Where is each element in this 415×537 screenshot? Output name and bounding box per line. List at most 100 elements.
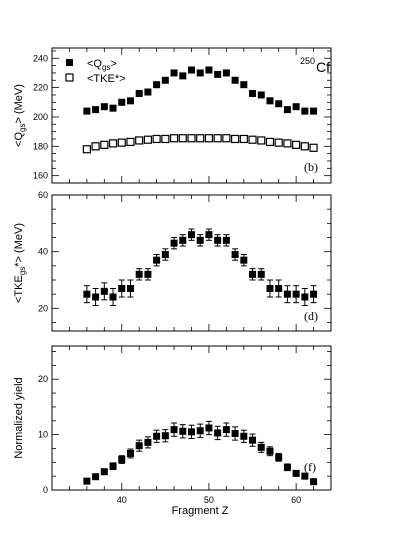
data-point bbox=[249, 270, 257, 278]
y-axis-title: <Qgs> (MeV) bbox=[13, 84, 27, 147]
data-point bbox=[266, 97, 274, 105]
data-point bbox=[283, 463, 291, 471]
nucleus-mass: 250 bbox=[300, 56, 315, 66]
data-point bbox=[275, 453, 283, 461]
data-point bbox=[169, 134, 179, 143]
series-0 bbox=[83, 66, 318, 115]
legend-label: <TKE*> bbox=[87, 73, 126, 85]
y-axis-title-sub: gs bbox=[18, 267, 27, 275]
series-0 bbox=[83, 420, 318, 486]
y-tick-label: 200 bbox=[33, 112, 48, 122]
data-point bbox=[266, 285, 274, 292]
data-point bbox=[118, 98, 126, 106]
data-point bbox=[283, 139, 292, 148]
data-point bbox=[153, 432, 161, 440]
data-point bbox=[109, 293, 117, 301]
y-tick-label: 0 bbox=[43, 485, 48, 495]
nucleus-label: 250 Cf bbox=[300, 56, 330, 75]
data-point bbox=[118, 285, 126, 292]
data-point bbox=[310, 478, 318, 486]
data-point bbox=[205, 66, 213, 74]
x-tick-label: 50 bbox=[204, 495, 214, 505]
data-point bbox=[161, 432, 169, 440]
data-point bbox=[196, 134, 205, 143]
data-point bbox=[231, 430, 239, 438]
nucleus-symbol: Cf bbox=[316, 59, 330, 75]
data-point bbox=[170, 426, 178, 434]
plot-frame bbox=[51, 194, 332, 332]
data-point bbox=[310, 290, 318, 298]
data-point bbox=[179, 72, 187, 80]
data-point bbox=[292, 140, 301, 149]
data-point bbox=[292, 103, 300, 111]
data-point bbox=[275, 285, 283, 292]
y-axis-title-sub: gs bbox=[18, 124, 27, 132]
data-point bbox=[196, 69, 204, 77]
y-tick-label: 10 bbox=[38, 430, 48, 440]
data-point bbox=[196, 236, 204, 244]
data-point bbox=[83, 477, 91, 485]
data-point bbox=[170, 69, 178, 77]
y-tick-label: 20 bbox=[38, 374, 48, 384]
data-point bbox=[292, 290, 300, 298]
y-tick-label: 20 bbox=[38, 303, 48, 313]
y-tick-label: 240 bbox=[33, 53, 48, 63]
data-point bbox=[249, 436, 257, 444]
data-point bbox=[109, 462, 117, 470]
data-point bbox=[188, 231, 195, 239]
data-point bbox=[301, 293, 309, 301]
data-point bbox=[283, 290, 291, 298]
data-point bbox=[205, 424, 213, 432]
data-point bbox=[108, 139, 118, 148]
data-point bbox=[179, 236, 187, 244]
legend-filled-square-icon bbox=[66, 59, 73, 66]
y-tick-label: 220 bbox=[33, 83, 48, 93]
data-point bbox=[170, 239, 178, 247]
data-point bbox=[222, 69, 230, 77]
data-point bbox=[126, 137, 135, 147]
x-axis-title: Fragment Z bbox=[172, 505, 229, 517]
data-point bbox=[239, 134, 248, 144]
legend-label-main: <TKE bbox=[87, 73, 115, 85]
data-point bbox=[205, 231, 213, 239]
data-point bbox=[118, 456, 126, 464]
data-point bbox=[301, 472, 309, 480]
data-point bbox=[152, 134, 161, 144]
data-point bbox=[92, 106, 100, 114]
data-point bbox=[214, 236, 222, 244]
data-point bbox=[257, 443, 265, 451]
data-point bbox=[265, 137, 275, 147]
data-point bbox=[214, 429, 222, 437]
data-point bbox=[188, 428, 195, 436]
data-point bbox=[266, 447, 274, 455]
data-point bbox=[126, 449, 134, 457]
y-axis-title-main: Normalized yield bbox=[13, 377, 25, 458]
y-axis-title: <TKEgs*> (MeV) bbox=[13, 223, 27, 303]
data-point bbox=[109, 104, 117, 112]
data-point bbox=[179, 427, 187, 435]
bottom-x-axis: 40 50 60 bbox=[117, 495, 301, 505]
data-point bbox=[257, 270, 265, 278]
data-point bbox=[92, 473, 100, 481]
data-point bbox=[240, 81, 248, 89]
data-point bbox=[135, 270, 143, 278]
legend-label-tail: > bbox=[110, 58, 116, 70]
panel-tag: (b) bbox=[304, 160, 318, 174]
data-point bbox=[153, 256, 161, 264]
panel-yield: 0 10 20 Normalized yield (f) bbox=[13, 345, 332, 495]
data-point bbox=[257, 136, 266, 145]
data-point bbox=[240, 256, 248, 264]
panel-tag: (f) bbox=[304, 460, 316, 474]
data-point bbox=[143, 135, 153, 144]
data-point bbox=[240, 432, 248, 440]
data-point bbox=[100, 468, 108, 476]
data-point bbox=[222, 236, 230, 244]
legend-label: <Qgs> bbox=[87, 58, 117, 72]
y-axis-title-main: <TKE bbox=[13, 275, 25, 303]
data-point bbox=[248, 135, 257, 144]
data-point bbox=[82, 145, 91, 154]
y-tick-label: 160 bbox=[33, 171, 48, 181]
data-point bbox=[144, 438, 152, 446]
legend-entry: <Qgs> bbox=[66, 58, 117, 72]
